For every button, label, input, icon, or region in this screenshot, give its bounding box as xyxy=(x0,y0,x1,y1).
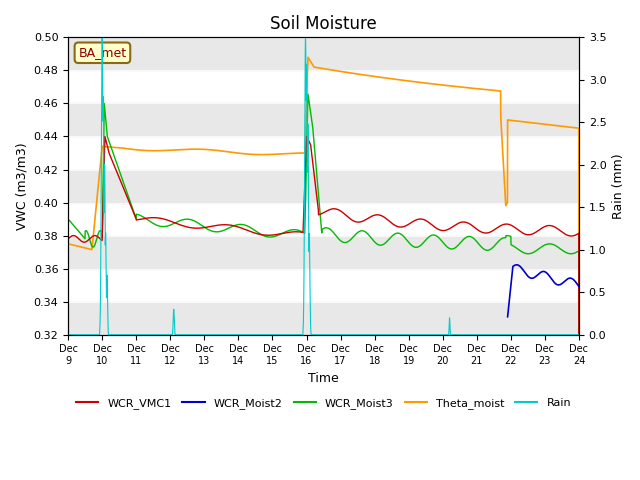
Bar xyxy=(68,103,579,136)
Y-axis label: Rain (mm): Rain (mm) xyxy=(612,153,625,219)
Bar xyxy=(68,236,579,269)
Text: BA_met: BA_met xyxy=(78,46,127,59)
Y-axis label: VWC (m3/m3): VWC (m3/m3) xyxy=(15,142,28,230)
Legend: WCR_VMC1, WCR_Moist2, WCR_Moist3, Theta_moist, Rain: WCR_VMC1, WCR_Moist2, WCR_Moist3, Theta_… xyxy=(72,394,575,414)
Title: Soil Moisture: Soil Moisture xyxy=(270,15,377,33)
X-axis label: Time: Time xyxy=(308,372,339,384)
Bar xyxy=(68,169,579,203)
Bar xyxy=(68,37,579,71)
Bar xyxy=(68,301,579,335)
